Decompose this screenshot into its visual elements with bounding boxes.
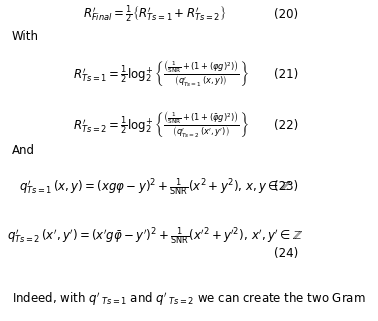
Text: $q^{\prime}_{Ts=1}\,(x,y) = (xg\varphi - y)^2 + \frac{1}{\mathsf{SNR}}(x^2+y^2),: $q^{\prime}_{Ts=1}\,(x,y) = (xg\varphi -…: [19, 176, 291, 198]
Text: (22): (22): [274, 119, 298, 132]
Text: $R^{\prime}_{Ts=1} = \frac{1}{2}\log^{+}_{2}\left\{\frac{\left(\frac{1}{\mathsf{: $R^{\prime}_{Ts=1} = \frac{1}{2}\log^{+}…: [73, 60, 249, 89]
Text: $R^{\prime}_{Ts=2} = \frac{1}{2}\log^{+}_{2}\left\{\frac{\left(\frac{1}{\mathsf{: $R^{\prime}_{Ts=2} = \frac{1}{2}\log^{+}…: [73, 110, 249, 140]
Text: (23): (23): [274, 180, 298, 193]
Text: (24): (24): [274, 247, 298, 260]
Text: And: And: [12, 144, 35, 157]
Text: (20): (20): [274, 8, 298, 21]
Text: $q^{\prime}_{Ts=2}\,(x^{\prime},y^{\prime}) = (x^{\prime}g\bar{\varphi} - y^{\pr: $q^{\prime}_{Ts=2}\,(x^{\prime},y^{\prim…: [7, 225, 303, 247]
Text: With: With: [12, 30, 39, 43]
Text: (21): (21): [274, 68, 298, 81]
Text: Indeed, with $q^{\prime}\,_{Ts=1}$ and $q^{\prime}\,_{Ts=2}$ we can create the t: Indeed, with $q^{\prime}\,_{Ts=1}$ and $…: [12, 290, 366, 308]
Text: $R^{\prime}_{Final} = \frac{1}{2}\left\{R^{\prime}_{Ts=1} + R^{\prime}_{Ts=2}\ri: $R^{\prime}_{Final} = \frac{1}{2}\left\{…: [84, 4, 227, 25]
